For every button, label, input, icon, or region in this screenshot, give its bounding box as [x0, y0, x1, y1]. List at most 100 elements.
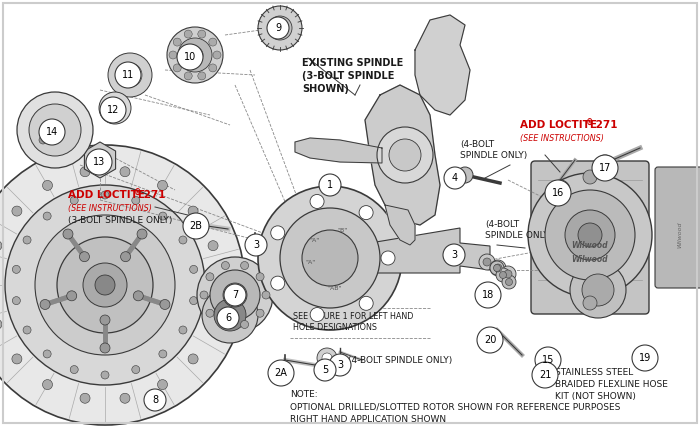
- Circle shape: [158, 180, 167, 190]
- Circle shape: [99, 92, 131, 124]
- Circle shape: [29, 104, 81, 156]
- Circle shape: [550, 180, 570, 200]
- Circle shape: [258, 186, 402, 330]
- Circle shape: [187, 47, 203, 63]
- Circle shape: [144, 389, 166, 411]
- Circle shape: [23, 236, 31, 244]
- Circle shape: [177, 44, 203, 70]
- Circle shape: [322, 353, 332, 363]
- Circle shape: [528, 173, 652, 297]
- Circle shape: [223, 283, 247, 307]
- Circle shape: [132, 366, 140, 374]
- Circle shape: [17, 92, 93, 168]
- Circle shape: [329, 354, 351, 376]
- Text: 21: 21: [539, 370, 551, 380]
- Circle shape: [159, 350, 167, 358]
- Text: "B": "B": [337, 227, 347, 233]
- Circle shape: [120, 393, 130, 403]
- Circle shape: [198, 72, 206, 80]
- Circle shape: [173, 64, 181, 72]
- Circle shape: [221, 262, 230, 270]
- Circle shape: [100, 315, 110, 325]
- Circle shape: [178, 38, 212, 72]
- Circle shape: [13, 265, 20, 273]
- Circle shape: [479, 254, 495, 270]
- Circle shape: [302, 230, 358, 286]
- Circle shape: [0, 241, 2, 250]
- Text: 3: 3: [451, 250, 457, 260]
- Circle shape: [565, 210, 615, 260]
- Polygon shape: [385, 205, 415, 245]
- Circle shape: [43, 350, 51, 358]
- Circle shape: [197, 257, 273, 333]
- Circle shape: [215, 280, 225, 290]
- Circle shape: [190, 296, 197, 305]
- Circle shape: [12, 354, 22, 364]
- Text: ®: ®: [586, 119, 594, 128]
- Text: SEE FIGURE 1 FOR LEFT HAND
HOLE DESIGNATIONS: SEE FIGURE 1 FOR LEFT HAND HOLE DESIGNAT…: [293, 312, 414, 332]
- Text: Wilwood: Wilwood: [678, 222, 682, 248]
- Circle shape: [319, 174, 341, 196]
- Circle shape: [183, 213, 209, 239]
- Circle shape: [198, 30, 206, 38]
- Circle shape: [63, 229, 73, 239]
- Circle shape: [209, 64, 217, 72]
- Circle shape: [314, 359, 336, 381]
- Circle shape: [66, 291, 77, 301]
- Text: (4-BOLT
SPINDLE ONLY): (4-BOLT SPINDLE ONLY): [460, 140, 527, 160]
- Circle shape: [267, 17, 289, 39]
- Circle shape: [545, 190, 635, 280]
- Circle shape: [444, 167, 466, 189]
- Circle shape: [188, 354, 198, 364]
- Text: ADD LOCTITE: ADD LOCTITE: [68, 190, 145, 200]
- Circle shape: [310, 194, 324, 208]
- Circle shape: [502, 275, 516, 289]
- Circle shape: [108, 53, 152, 97]
- Circle shape: [262, 291, 270, 299]
- Circle shape: [245, 234, 267, 256]
- Circle shape: [100, 343, 110, 353]
- Circle shape: [120, 252, 131, 262]
- Circle shape: [184, 30, 192, 38]
- Text: 6: 6: [225, 313, 231, 323]
- Circle shape: [377, 127, 433, 183]
- Text: 7: 7: [232, 290, 238, 300]
- Circle shape: [532, 362, 558, 388]
- Text: 19: 19: [639, 353, 651, 363]
- Text: 20: 20: [484, 335, 496, 345]
- Polygon shape: [295, 138, 382, 163]
- Circle shape: [43, 180, 52, 190]
- Circle shape: [280, 208, 380, 308]
- Circle shape: [256, 273, 264, 281]
- Circle shape: [310, 308, 324, 322]
- Circle shape: [359, 296, 373, 310]
- Text: (SEE INSTRUCTIONS): (SEE INSTRUCTIONS): [520, 134, 604, 143]
- Circle shape: [158, 380, 167, 390]
- Circle shape: [206, 309, 214, 317]
- Circle shape: [490, 261, 504, 275]
- Circle shape: [93, 153, 107, 167]
- Circle shape: [95, 275, 115, 295]
- Text: 1: 1: [327, 180, 333, 190]
- Circle shape: [100, 97, 126, 123]
- Circle shape: [12, 206, 22, 216]
- Circle shape: [39, 136, 47, 144]
- Circle shape: [160, 299, 170, 309]
- Circle shape: [217, 307, 239, 329]
- Text: STAINLESS STEEL
BRAIDED FLEXLINE HOSE
KIT (NOT SHOWN): STAINLESS STEEL BRAIDED FLEXLINE HOSE KI…: [555, 368, 668, 400]
- Circle shape: [268, 16, 292, 40]
- Circle shape: [224, 284, 246, 306]
- Circle shape: [359, 206, 373, 220]
- Text: 8: 8: [152, 395, 158, 405]
- Circle shape: [206, 273, 214, 281]
- Circle shape: [115, 62, 141, 88]
- Circle shape: [504, 270, 512, 278]
- Circle shape: [167, 27, 223, 83]
- Circle shape: [202, 287, 258, 343]
- Text: 271: 271: [592, 120, 617, 130]
- FancyBboxPatch shape: [655, 167, 700, 288]
- Circle shape: [505, 279, 512, 285]
- Circle shape: [40, 299, 50, 309]
- Text: (4-BOLT SPINDLE ONLY): (4-BOLT SPINDLE ONLY): [348, 356, 452, 365]
- Circle shape: [132, 196, 140, 204]
